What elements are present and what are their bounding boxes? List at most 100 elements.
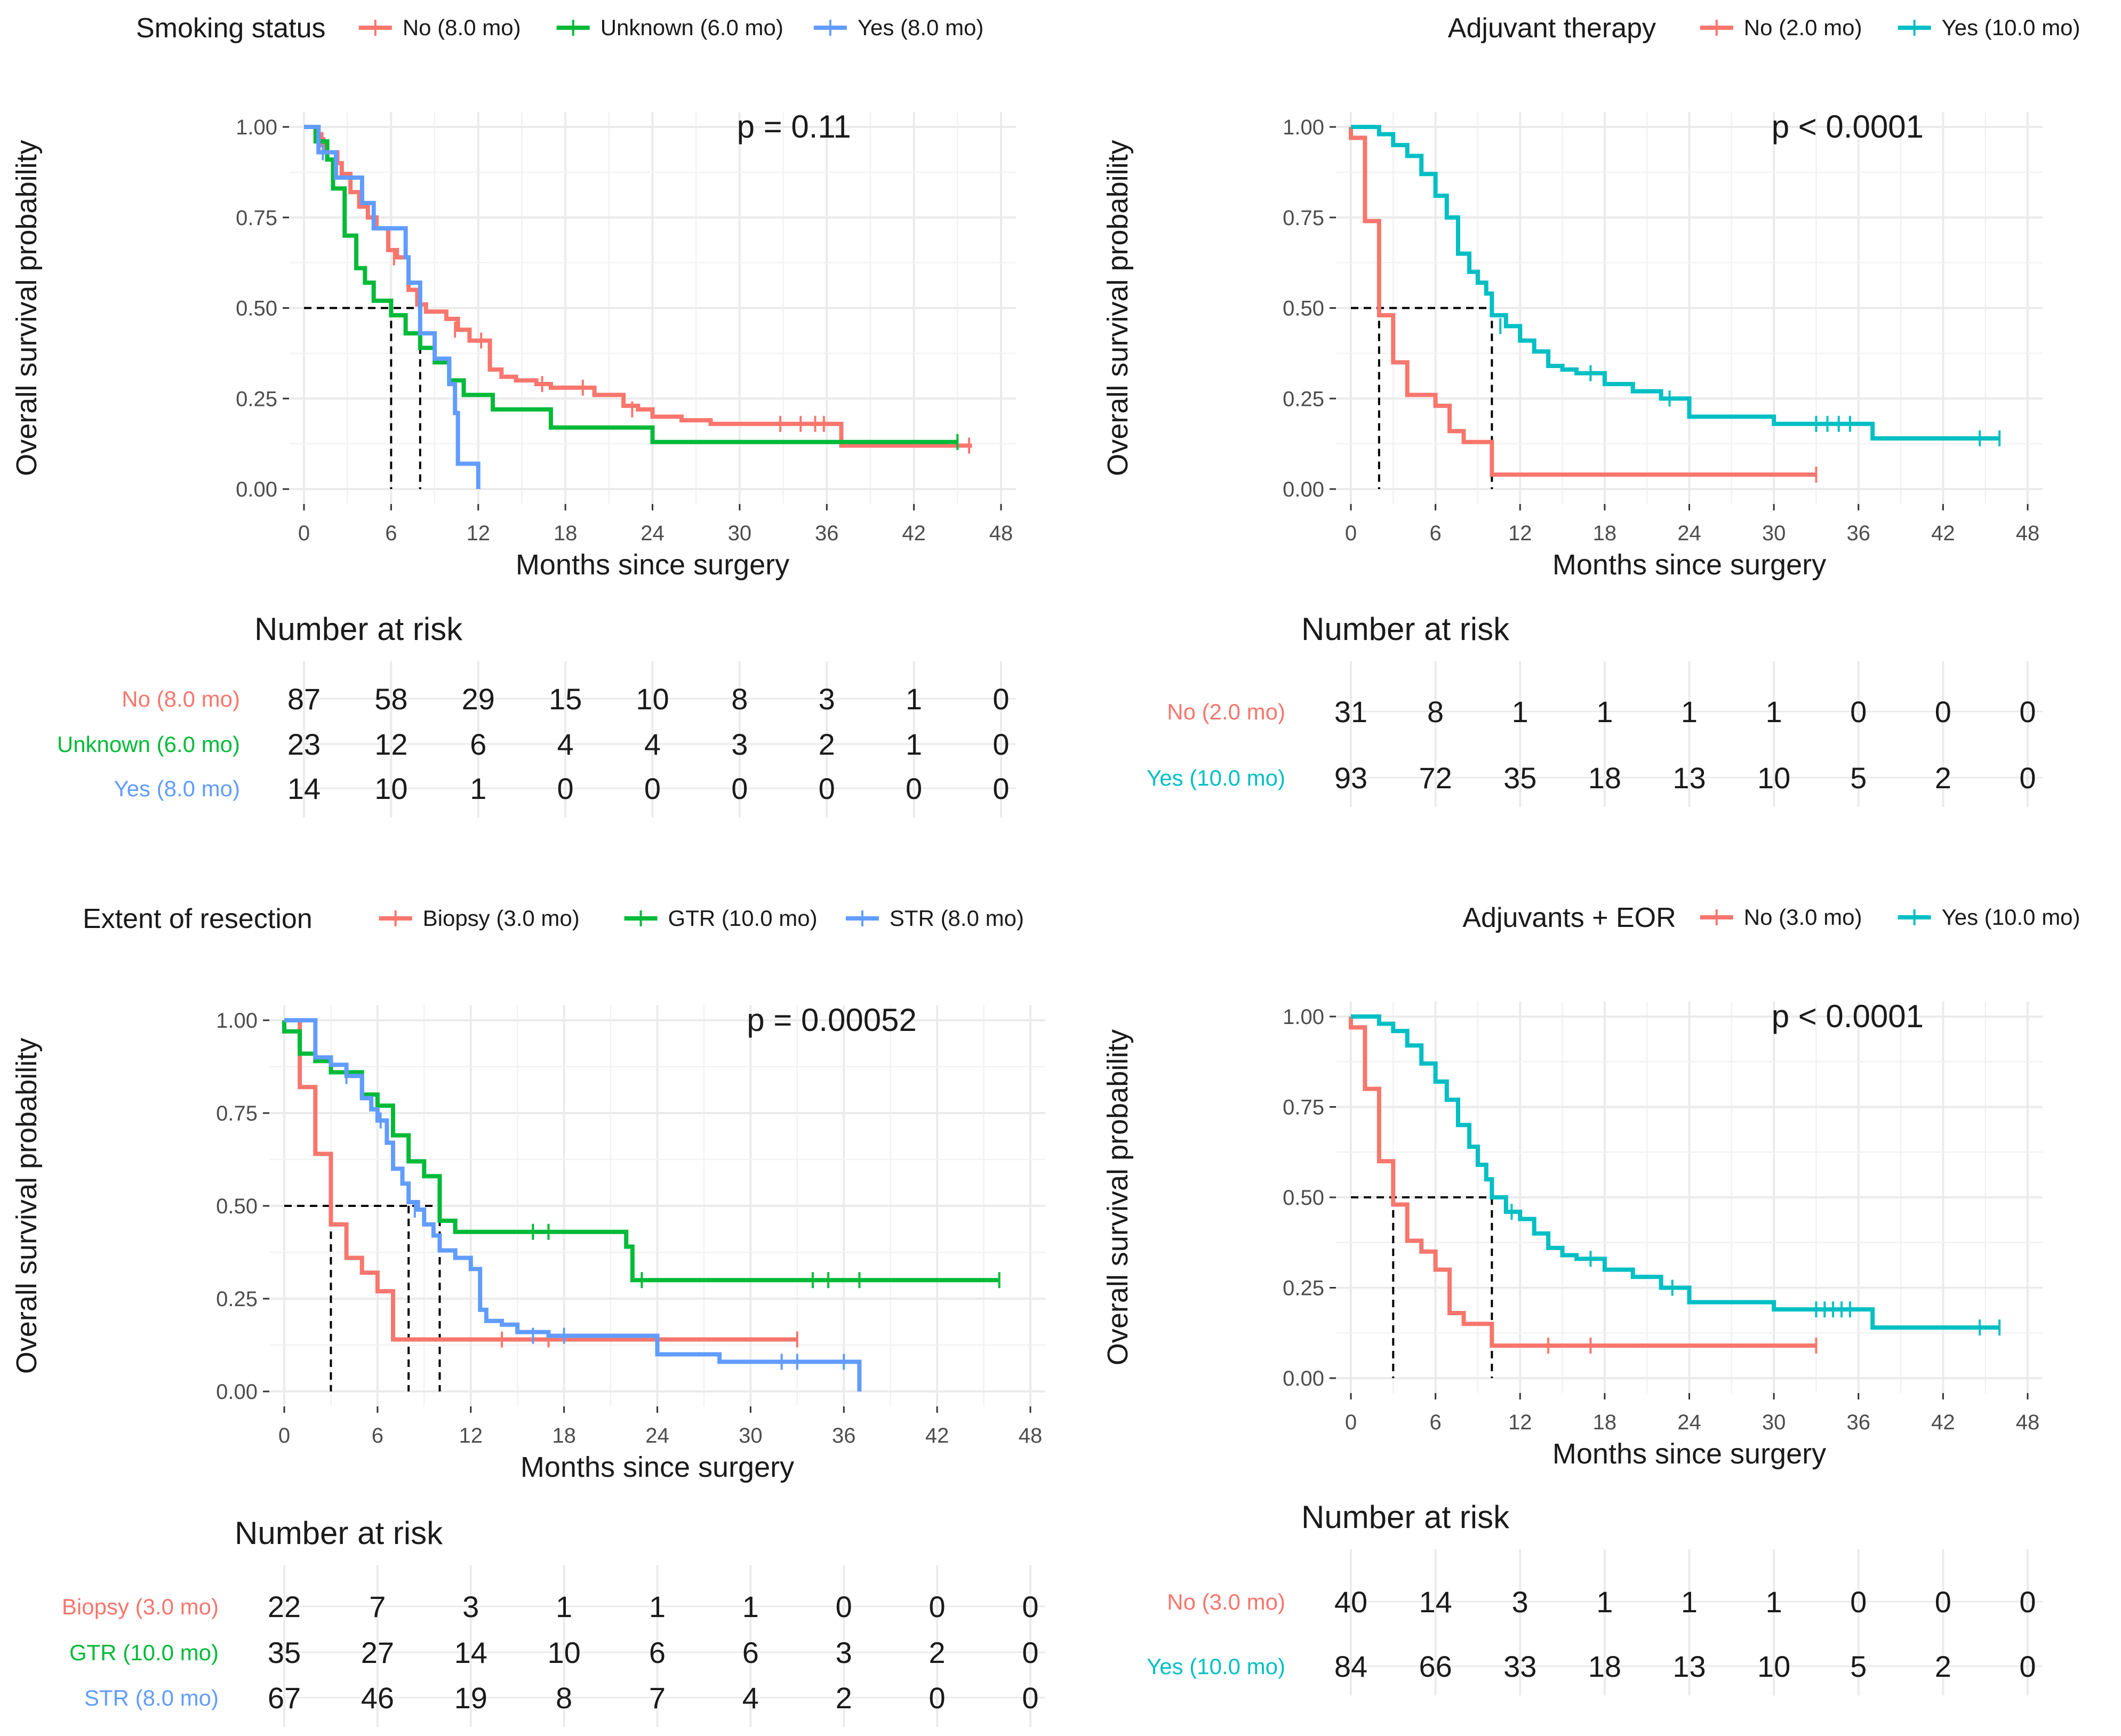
x-tick-label: 12 [459,1424,483,1447]
legend-title: Adjuvants + EOR [1462,902,1676,933]
risk-count: 3 [462,1590,479,1623]
series-3 [304,125,481,489]
risk-count: 7 [369,1590,386,1623]
y-tick-label: 0.50 [1283,297,1324,321]
km-curve [1351,1014,2000,1330]
risk-count: 0 [993,727,1009,761]
p-value: p = 0.00052 [747,1002,917,1038]
x-tick-label: 48 [2016,522,2040,545]
x-axis-title: Months since surgery [521,1451,794,1483]
y-tick-label: 1.00 [216,1009,258,1033]
risk-count: 23 [287,727,321,761]
risk-count: 1 [906,682,922,716]
risk-count: 14 [287,772,321,805]
risk-count: 5 [1850,1650,1867,1683]
x-tick-label: 36 [1847,1411,1871,1434]
risk-count: 35 [1503,761,1536,795]
risk-count: 8 [556,1681,572,1715]
risk-count: 0 [1935,695,1951,729]
risk-count: 84 [1334,1650,1367,1683]
x-tick-label: 24 [1677,1411,1701,1434]
risk-row-label: No (2.0 mo) [1167,699,1285,724]
x-tick-label: 12 [1508,1411,1532,1434]
y-tick-label: 0.00 [1283,1367,1324,1390]
risk-count: 87 [287,682,321,716]
risk-count: 0 [906,772,922,805]
risk-table-title: Number at risk [254,611,463,647]
risk-count: 8 [1427,695,1444,729]
risk-count: 0 [1022,1636,1038,1669]
risk-count: 46 [361,1681,394,1715]
risk-count: 27 [361,1636,394,1669]
risk-count: 1 [556,1590,572,1623]
risk-count: 1 [1766,1585,1782,1619]
risk-count: 4 [742,1681,759,1715]
risk-row-label: Yes (10.0 mo) [1147,1654,1285,1679]
x-axis-title: Months since surgery [1552,1438,1826,1470]
y-tick-label: 0.75 [1283,206,1324,230]
legend: Adjuvant therapy No (2.0 mo) Yes (10.0 mo) [1448,13,2080,44]
risk-count: 2 [836,1681,852,1715]
risk-count: 8 [731,682,748,716]
x-tick-label: 12 [467,522,491,545]
legend-entry: No (8.0 mo) [403,15,521,40]
risk-count: 0 [731,772,748,805]
risk-count: 2 [1935,761,1951,795]
risk-count: 72 [1419,761,1452,795]
risk-row-label: No (3.0 mo) [1167,1589,1285,1614]
legend-entry: Yes (10.0 mo) [1942,15,2080,40]
risk-count: 1 [1766,695,1782,729]
km-panel-2: 0.000.250.500.751.000 6 12 18 24 30 36 42 48Mont… [1102,13,2080,807]
x-tick-label: 42 [1931,522,1955,545]
risk-count: 10 [547,1636,580,1669]
legend-entry: Yes (10.0 mo) [1942,905,2080,930]
p-value: p < 0.0001 [1772,998,1924,1034]
series-1 [284,1018,798,1348]
risk-count: 40 [1334,1585,1367,1619]
risk-count: 4 [557,727,574,761]
x-tick-label: 30 [739,1424,763,1447]
risk-row-label: Unknown (6.0 mo) [57,732,240,757]
risk-count: 22 [268,1590,301,1623]
x-axis-title: Months since surgery [1552,549,1826,581]
legend-entry: Unknown (6.0 mo) [601,15,783,40]
risk-count: 0 [819,772,835,805]
risk-count: 67 [268,1681,301,1715]
x-tick-label: 0 [298,522,310,545]
risk-row-label: No (8.0 mo) [122,686,240,711]
risk-count: 0 [993,682,1009,716]
risk-count: 12 [374,727,407,761]
km-panel-1: 0.000.250.500.751.000 6 12 18 24 30 36 42 48Mont… [11,13,1016,818]
x-tick-label: 18 [1593,1411,1617,1434]
risk-count: 3 [731,727,748,761]
x-tick-label: 48 [1019,1424,1043,1447]
risk-count: 2 [1935,1650,1951,1683]
risk-count: 2 [819,727,835,761]
risk-count: 1 [1512,695,1528,729]
legend-title: Extent of resection [83,903,313,934]
x-tick-label: 6 [385,522,397,545]
x-tick-label: 30 [1762,522,1786,545]
risk-count: 0 [836,1590,852,1623]
risk-table-title: Number at risk [1301,611,1510,647]
x-tick-label: 24 [641,522,665,545]
risk-count: 1 [1596,695,1613,729]
risk-count: 4 [644,727,661,761]
risk-count: 10 [374,772,407,805]
x-tick-label: 30 [1762,1411,1786,1434]
legend: Smoking status No (8.0 mo) Unknown (6.0 mo… [136,13,983,44]
y-axis-title: Overall survival probability [11,1038,43,1374]
x-axis-title: Months since surgery [516,549,789,581]
risk-count: 10 [1757,761,1790,795]
risk-count: 10 [636,682,669,716]
x-tick-label: 42 [1931,1411,1955,1434]
x-tick-label: 18 [1593,522,1617,545]
risk-row-label: STR (8.0 mo) [84,1685,219,1710]
y-tick-label: 0.00 [216,1380,258,1404]
risk-count: 0 [2019,695,2036,729]
km-panel-4: 0.000.250.500.751.000 6 12 18 24 30 36 42 48Mont… [1102,902,2080,1695]
